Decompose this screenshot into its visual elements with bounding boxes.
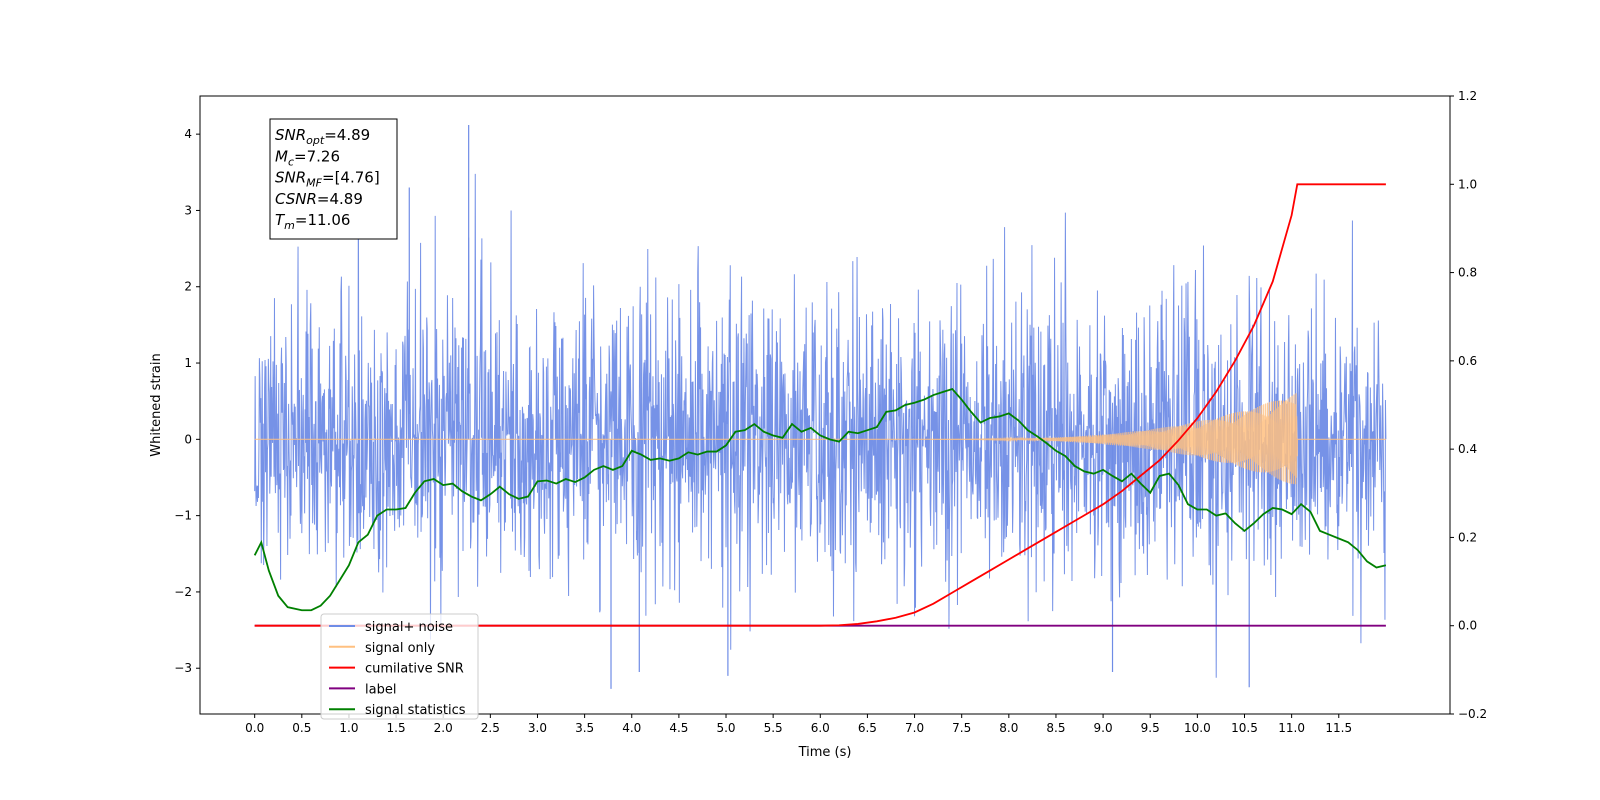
x-tick-label: 3.5 [575, 721, 594, 735]
series-cumulative-snr [254, 183, 1386, 627]
annotation-line: SNRMF=[4.76] [275, 169, 380, 190]
legend-entry: signal statistics [365, 703, 466, 718]
y-tick-label-left: −1 [174, 509, 192, 523]
x-tick-label: 9.0 [1094, 721, 1113, 735]
x-tick-label: 4.0 [622, 721, 641, 735]
x-tick-label: 2.0 [434, 721, 453, 735]
x-tick-label: 0.0 [245, 721, 264, 735]
x-tick-label: 7.0 [905, 721, 924, 735]
legend-entry: cumilative SNR [365, 662, 464, 677]
x-axis-label: Time (s) [798, 745, 852, 760]
x-tick-label: 8.0 [999, 721, 1018, 735]
y-tick-label-right: 1.2 [1458, 89, 1477, 103]
x-tick-label: 10.5 [1231, 721, 1258, 735]
x-tick-label: 1.5 [387, 721, 406, 735]
x-tick-label: 1.0 [339, 721, 358, 735]
x-tick-label: 3.0 [528, 721, 547, 735]
y-axis-right: −0.2 0.0 0.2 0.4 0.6 0.8 1.0 1.2 [1450, 89, 1487, 721]
y-tick-label-left: −3 [174, 661, 192, 675]
annotation-frame [269, 118, 398, 240]
y-tick-label-left: 3 [184, 203, 192, 217]
series-signal-noise [254, 142, 1387, 678]
x-tick-label: 2.5 [481, 721, 500, 735]
x-tick-label: 11.0 [1278, 721, 1305, 735]
x-tick-label: 6.0 [811, 721, 830, 735]
legend-entry: signal+ noise [365, 620, 453, 635]
x-tick-label: 4.5 [669, 721, 688, 735]
y-axis-left: −3 −2 −1 0 1 2 3 4 [174, 127, 200, 675]
x-tick-label: 8.5 [1046, 721, 1065, 735]
legend-entry: label [365, 682, 396, 697]
y-tick-label-right: −0.2 [1458, 707, 1487, 721]
annotation-line: CSNR=4.89 [275, 190, 363, 208]
x-tick-label: 9.5 [1141, 721, 1160, 735]
y-tick-label-right: 0.2 [1458, 530, 1477, 544]
x-tick-label: 10.0 [1184, 721, 1211, 735]
annotation-line: Tm=11.06 [275, 211, 350, 232]
plot-frame [199, 95, 1451, 715]
x-tick-label: 5.0 [716, 721, 735, 735]
series-signal-only [254, 393, 1386, 485]
legend-entry: signal only [365, 641, 435, 656]
y-tick-label-left: 1 [184, 356, 192, 370]
annotation-line: SNRopt=4.89 [275, 126, 370, 147]
y-axis-label: Whitened strain [149, 353, 164, 456]
series-signal-statistics [253, 387, 1387, 612]
x-tick-label: 0.5 [292, 721, 311, 735]
x-tick-label: 7.5 [952, 721, 971, 735]
x-tick-label: 5.5 [764, 721, 783, 735]
x-tick-label: 11.5 [1325, 721, 1352, 735]
annotation-line: Mc=7.26 [275, 147, 340, 168]
y-tick-label-right: 0.4 [1458, 442, 1477, 456]
x-axis: 0.0 0.5 1.0 1.5 2.0 2.5 3.0 3.5 4.0 4.5 5.0 5.5 6.0 6… [245, 714, 1352, 735]
legend-frame [320, 613, 479, 720]
y-tick-label-left: 2 [184, 280, 192, 294]
y-tick-label-right: 1.0 [1458, 177, 1477, 191]
y-tick-label-right: 0.8 [1458, 266, 1477, 280]
y-tick-label-left: 4 [184, 127, 192, 141]
x-tick-label: 6.5 [858, 721, 877, 735]
y-tick-label-left: −2 [174, 585, 192, 599]
y-tick-label-right: 0.6 [1458, 354, 1477, 368]
y-tick-label-left: 0 [184, 432, 192, 446]
legend: signal+ noise signal only cumilative SNR la… [320, 613, 479, 720]
y-tick-label-right: 0.0 [1458, 619, 1477, 633]
series-layer [253, 124, 1387, 689]
